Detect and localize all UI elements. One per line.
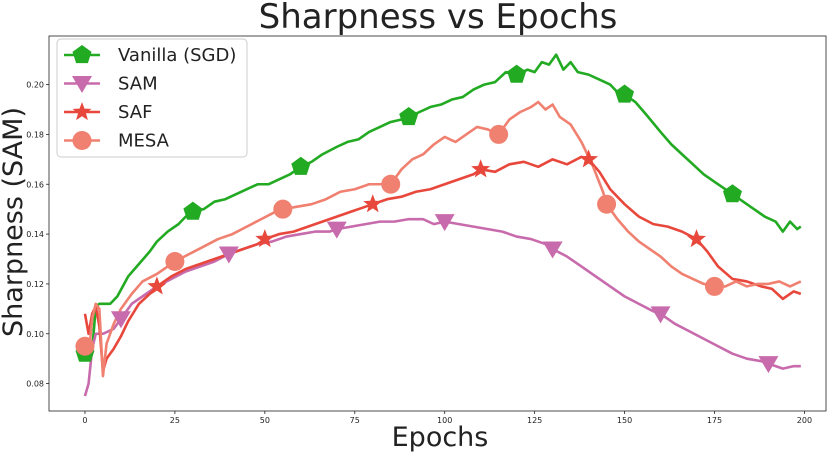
legend-box xyxy=(56,38,248,158)
series-marker-sam xyxy=(758,356,779,374)
x-tick-label: 50 xyxy=(260,416,270,425)
series-line-sam xyxy=(83,217,801,397)
plot-frame xyxy=(48,35,827,412)
y-tick-label: 0.08 xyxy=(26,380,44,389)
x-tick-label: 175 xyxy=(707,416,722,425)
series-marker-sam xyxy=(650,306,671,324)
legend-marker-saf xyxy=(72,102,92,121)
x-tick-label: 75 xyxy=(350,416,360,425)
series-marker-mesa xyxy=(704,276,724,296)
series-marker-sam xyxy=(218,246,239,264)
y-axis-label: Sharpness (SAM) xyxy=(0,107,29,337)
y-axis-ticks: 0.08 0.10 0.12 0.14 0.16 0.18 0.20 xyxy=(26,81,49,389)
series-marker-vanilla-sgd xyxy=(722,184,742,203)
x-tick-label: 25 xyxy=(170,416,180,425)
series-marker-vanilla-sgd xyxy=(291,156,311,175)
legend-label-sam: SAM xyxy=(118,74,158,95)
series-marker-mesa xyxy=(75,336,95,356)
series-marker-sam xyxy=(326,221,347,239)
series-marker-mesa xyxy=(381,174,401,194)
series-marker-mesa xyxy=(273,199,293,219)
y-tick-label: 0.12 xyxy=(26,280,44,289)
chart-title: Sharpness vs Epochs xyxy=(259,0,618,37)
x-axis-label: Epochs xyxy=(392,422,489,452)
series-marker-saf xyxy=(471,159,491,178)
legend-label-vanilla-sgd: Vanilla (SGD) xyxy=(118,45,236,66)
y-tick-label: 0.16 xyxy=(26,180,44,189)
legend-marker-sam xyxy=(72,76,92,93)
series-marker-saf xyxy=(147,276,167,295)
legend: Vanilla (SGD) SAM SAF MESA xyxy=(56,38,248,158)
series-marker-saf xyxy=(363,194,383,213)
series-marker-saf xyxy=(579,149,599,168)
y-tick-label: 0.20 xyxy=(26,81,44,90)
x-tick-label: 200 xyxy=(797,416,812,425)
series-marker-vanilla-sgd xyxy=(183,201,203,220)
series-marker-sam xyxy=(110,311,131,329)
series-marker-vanilla-sgd xyxy=(615,84,635,103)
series-marker-sam xyxy=(542,241,563,259)
legend-label-saf: SAF xyxy=(118,102,152,123)
x-tick-label: 0 xyxy=(82,416,87,425)
legend-marker-vanilla-sgd xyxy=(72,45,92,64)
y-tick-label: 0.18 xyxy=(26,130,44,139)
series-marker-saf xyxy=(686,229,707,248)
series-markers xyxy=(75,64,779,374)
x-tick-label: 100 xyxy=(437,416,452,425)
series-line-mesa xyxy=(83,100,802,378)
x-tick-label: 150 xyxy=(617,416,632,425)
legend-label-mesa: MESA xyxy=(118,131,170,152)
y-tick-label: 0.10 xyxy=(26,330,44,339)
series-line-saf xyxy=(83,155,802,373)
legend-marker-mesa xyxy=(72,131,92,150)
series-marker-vanilla-sgd xyxy=(399,106,419,126)
series-marker-mesa xyxy=(597,194,617,214)
series-marker-mesa xyxy=(165,251,185,271)
series-marker-mesa xyxy=(489,124,509,144)
x-axis-ticks: 0 25 50 75 100 125 150 175 200 xyxy=(82,411,812,425)
series-lines xyxy=(83,53,802,397)
series-marker-vanilla-sgd xyxy=(507,64,527,83)
x-tick-label: 125 xyxy=(527,416,542,425)
y-tick-label: 0.14 xyxy=(26,230,44,239)
series-line-vanilla-sgd xyxy=(84,53,802,355)
series-marker-sam xyxy=(434,214,455,232)
series-marker-saf xyxy=(255,229,275,248)
